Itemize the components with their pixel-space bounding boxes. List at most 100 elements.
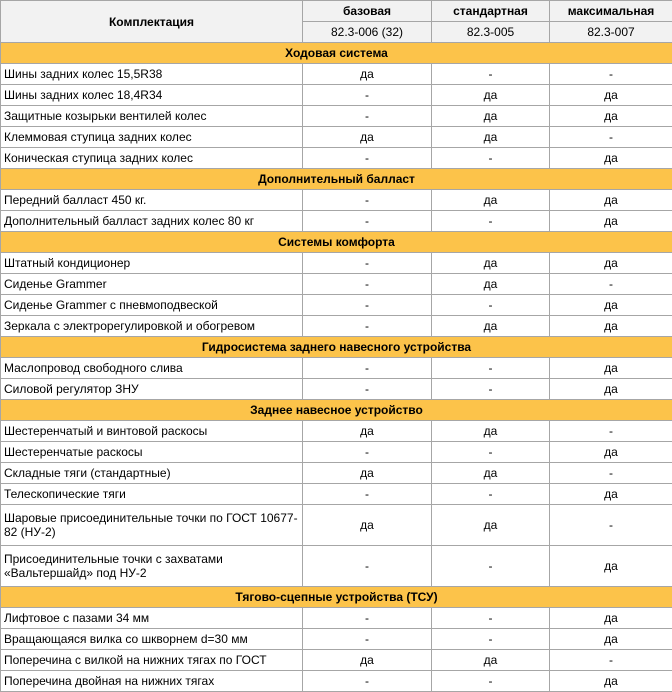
row-value: - <box>432 629 550 650</box>
section-title: Ходовая система <box>1 43 672 64</box>
row-label: Коническая ступица задних колес <box>1 148 303 169</box>
row-value: - <box>432 295 550 316</box>
row-label: Штатный кондиционер <box>1 253 303 274</box>
section-row: Системы комфорта <box>1 232 672 253</box>
data-row: Вращающаяся вилка со шкворнем d=30 мм--д… <box>1 629 672 650</box>
row-value: да <box>550 629 672 650</box>
section-title: Заднее навесное устройство <box>1 400 672 421</box>
row-label: Сиденье Grammer с пневмоподвеской <box>1 295 303 316</box>
row-value: да <box>432 190 550 211</box>
row-value: - <box>550 463 672 484</box>
row-value: - <box>303 358 432 379</box>
row-value: - <box>432 358 550 379</box>
row-value: да <box>303 64 432 85</box>
data-row: Сиденье Grammer-да- <box>1 274 672 295</box>
row-value: да <box>550 379 672 400</box>
row-label: Поперечина двойная на нижних тягах <box>1 671 303 692</box>
data-row: Коническая ступица задних колес--да <box>1 148 672 169</box>
row-value: - <box>432 211 550 232</box>
row-value: да <box>303 421 432 442</box>
row-label: Шины задних колес 18,4R34 <box>1 85 303 106</box>
row-label: Лифтовое с пазами 34 мм <box>1 608 303 629</box>
row-value: - <box>432 546 550 587</box>
data-row: Маслопровод свободного слива--да <box>1 358 672 379</box>
data-row: Зеркала с электрорегулировкой и обогрево… <box>1 316 672 337</box>
section-row: Ходовая система <box>1 43 672 64</box>
row-value: - <box>432 64 550 85</box>
row-label: Поперечина с вилкой на нижних тягах по Г… <box>1 650 303 671</box>
row-value: - <box>303 148 432 169</box>
data-row: Поперечина двойная на нижних тягах--да <box>1 671 672 692</box>
row-value: - <box>303 484 432 505</box>
row-value: да <box>303 650 432 671</box>
row-value: - <box>550 64 672 85</box>
data-row: Шестеренчатые раскосы--да <box>1 442 672 463</box>
row-label: Передний балласт 450 кг. <box>1 190 303 211</box>
row-value: - <box>303 546 432 587</box>
column-name: максимальная <box>550 1 672 22</box>
row-value: - <box>432 148 550 169</box>
row-label: Дополнительный балласт задних колес 80 к… <box>1 211 303 232</box>
row-value: - <box>303 316 432 337</box>
row-value: да <box>550 608 672 629</box>
row-label: Шины задних колес 15,5R38 <box>1 64 303 85</box>
row-label: Складные тяги (стандартные) <box>1 463 303 484</box>
row-value: - <box>550 505 672 546</box>
row-value: - <box>303 106 432 127</box>
row-label: Шестеренчатые раскосы <box>1 442 303 463</box>
row-value: да <box>550 85 672 106</box>
row-value: - <box>550 127 672 148</box>
row-label: Телескопические тяги <box>1 484 303 505</box>
row-label: Клеммовая ступица задних колес <box>1 127 303 148</box>
row-value: да <box>432 274 550 295</box>
section-title: Системы комфорта <box>1 232 672 253</box>
column-name: базовая <box>303 1 432 22</box>
row-value: - <box>303 274 432 295</box>
row-value: да <box>550 671 672 692</box>
row-label: Шестеренчатый и винтовой раскосы <box>1 421 303 442</box>
data-row: Телескопические тяги--да <box>1 484 672 505</box>
data-row: Присоединительные точки с захватами «Вал… <box>1 546 672 587</box>
row-value: - <box>550 421 672 442</box>
row-label: Зеркала с электрорегулировкой и обогрево… <box>1 316 303 337</box>
row-value: да <box>550 295 672 316</box>
row-value: да <box>550 546 672 587</box>
row-label: Присоединительные точки с захватами «Вал… <box>1 546 303 587</box>
column-code: 82.3-005 <box>432 22 550 43</box>
row-value: да <box>432 463 550 484</box>
row-value: - <box>432 671 550 692</box>
row-value: - <box>303 85 432 106</box>
row-value: - <box>550 274 672 295</box>
column-name: стандартная <box>432 1 550 22</box>
row-value: да <box>550 484 672 505</box>
section-row: Заднее навесное устройство <box>1 400 672 421</box>
header-title: Комплектация <box>1 1 303 43</box>
row-label: Шаровые присоединительные точки по ГОСТ … <box>1 505 303 546</box>
row-value: да <box>432 85 550 106</box>
row-value: - <box>303 295 432 316</box>
row-value: да <box>303 505 432 546</box>
row-value: - <box>303 442 432 463</box>
row-value: да <box>432 253 550 274</box>
row-value: да <box>432 106 550 127</box>
section-title: Дополнительный балласт <box>1 169 672 190</box>
row-value: да <box>432 316 550 337</box>
row-value: да <box>550 106 672 127</box>
row-value: - <box>432 379 550 400</box>
row-label: Вращающаяся вилка со шкворнем d=30 мм <box>1 629 303 650</box>
section-row: Дополнительный балласт <box>1 169 672 190</box>
row-value: - <box>303 379 432 400</box>
row-value: да <box>303 463 432 484</box>
row-value: - <box>303 608 432 629</box>
row-label: Маслопровод свободного слива <box>1 358 303 379</box>
section-title: Тягово-сцепные устройства (ТСУ) <box>1 587 672 608</box>
row-value: да <box>432 505 550 546</box>
row-value: - <box>303 629 432 650</box>
section-title: Гидросистема заднего навесного устройств… <box>1 337 672 358</box>
table-header: Комплектация базовая стандартная максима… <box>1 1 672 43</box>
row-value: - <box>303 671 432 692</box>
